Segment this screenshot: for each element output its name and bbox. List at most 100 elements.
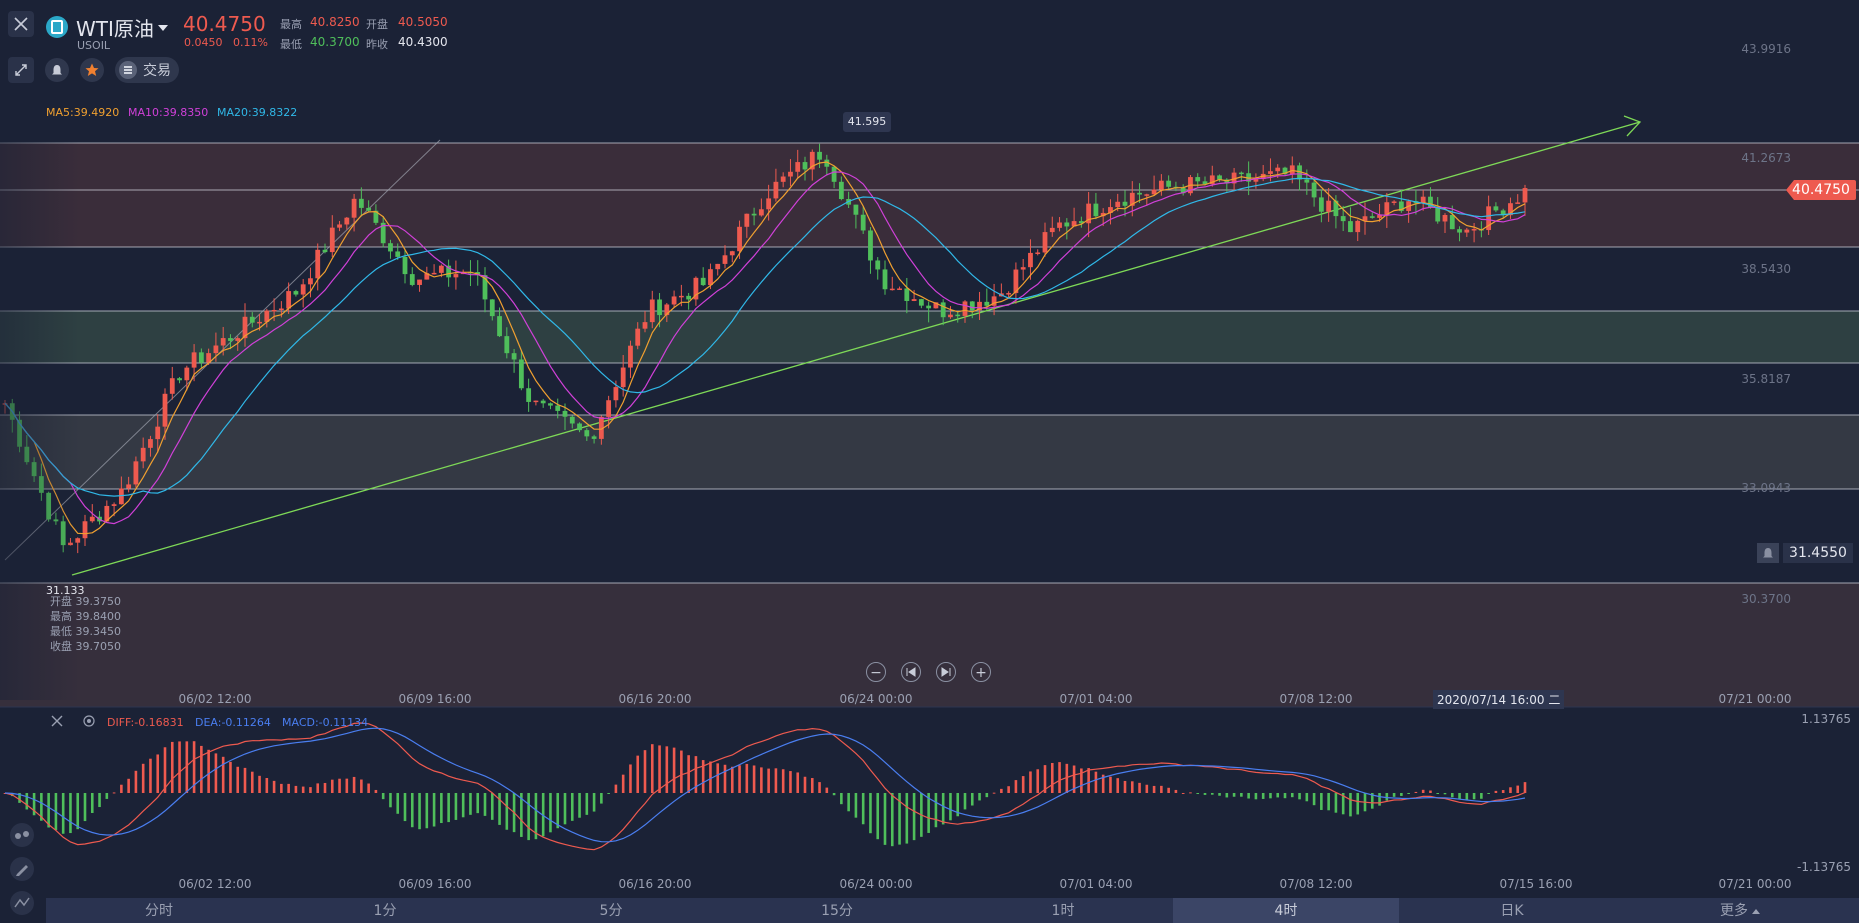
period-tab-timeshare[interactable]: 分时 — [145, 903, 173, 919]
macd-bar — [360, 779, 363, 793]
macd-bar — [956, 793, 960, 817]
chart-type-button[interactable] — [10, 891, 34, 915]
bell-icon — [52, 64, 62, 75]
time-axis-label: 06/24 00:00 — [839, 692, 913, 706]
candle-body — [1500, 210, 1506, 216]
macd-bar — [1247, 793, 1250, 799]
macd-bar — [1421, 789, 1425, 793]
candle-body — [380, 222, 386, 244]
prev-close-label: 昨收 — [366, 38, 388, 51]
macd-bar — [440, 793, 443, 824]
macd-bar — [25, 793, 29, 810]
macd-bar — [1225, 793, 1229, 798]
candle-body — [417, 279, 422, 285]
macd-bar — [752, 765, 756, 793]
macd-bar — [1494, 790, 1498, 793]
candle-body — [293, 291, 299, 295]
indicator-button[interactable] — [10, 823, 34, 847]
macd-bar — [890, 793, 894, 847]
candle-body — [344, 217, 350, 225]
ohlc-open: 开盘 39.3750 — [50, 595, 121, 608]
macd-bar — [803, 776, 807, 793]
candle-body — [1078, 221, 1084, 224]
high-mark: 41.595 — [843, 112, 891, 132]
macd-settings-button[interactable] — [82, 713, 96, 732]
macd-bar — [447, 793, 450, 823]
candle-body — [1224, 179, 1230, 184]
candle-body — [548, 403, 553, 406]
candle-body — [1020, 267, 1026, 270]
time-axis-label: 07/21 00:00 — [1718, 692, 1792, 706]
alert-bell-button[interactable] — [1757, 543, 1779, 563]
macd-close-button[interactable] — [50, 713, 64, 732]
macd-bar — [18, 793, 21, 803]
macd-bar — [1450, 793, 1454, 798]
alert-button[interactable] — [45, 58, 69, 82]
drawing-tool-button[interactable] — [8, 57, 34, 83]
pencil-icon — [16, 865, 28, 876]
candle-body — [889, 288, 895, 291]
more-button[interactable]: 更多 — [1690, 900, 1790, 922]
macd-bar — [243, 767, 247, 793]
scroll-start-button[interactable] — [901, 662, 921, 682]
macd-bar — [672, 747, 676, 793]
macd-bar — [665, 746, 669, 793]
zoom-in-button[interactable]: + — [971, 662, 991, 682]
macd-bar — [680, 750, 683, 793]
horizontal-levels[interactable] — [0, 142, 1859, 584]
time-axis-label: 06/09 16:00 — [398, 692, 472, 706]
period-tab-5m[interactable]: 5分 — [599, 903, 623, 919]
candle-body — [1311, 182, 1317, 198]
macd-bar — [76, 793, 80, 830]
macd-bar — [1269, 793, 1272, 799]
lower-zone — [0, 583, 1859, 707]
zoom-out-button[interactable]: − — [866, 662, 886, 682]
macd-bar — [461, 793, 465, 818]
candle-body — [802, 162, 808, 170]
candle-body — [235, 338, 241, 341]
candle-body — [1515, 202, 1521, 204]
alert-price-tag[interactable]: 31.4550 — [1783, 543, 1853, 563]
period-tab-daily[interactable]: 日K — [1500, 903, 1524, 919]
macd-bar — [1196, 793, 1200, 794]
ma5-line — [4, 161, 1526, 535]
macd-bar — [898, 793, 901, 845]
candle-body — [918, 299, 924, 306]
favorite-button[interactable] — [80, 58, 104, 82]
macd-bar — [156, 754, 160, 793]
macd-bar — [563, 793, 567, 825]
candle-body — [337, 224, 342, 228]
macd-bar — [178, 741, 181, 793]
candle-body — [606, 400, 612, 417]
candle-body — [489, 299, 495, 317]
macd-dea-legend: DEA:-0.11264 — [195, 716, 271, 729]
candle-body — [1129, 192, 1135, 206]
draw-button[interactable] — [10, 857, 34, 881]
scroll-end-button[interactable] — [936, 662, 956, 682]
skip-forward-icon — [941, 667, 951, 677]
period-tab-4h[interactable]: 4时 — [1274, 903, 1298, 919]
macd-histogram — [3, 741, 1527, 847]
gear-icon — [83, 715, 95, 727]
candle-body — [1420, 196, 1426, 204]
time-axis-label: 07/08 12:00 — [1279, 692, 1353, 706]
candle-body — [620, 367, 626, 388]
close-button[interactable] — [8, 11, 34, 37]
period-tab-1h[interactable]: 1时 — [1051, 903, 1075, 919]
period-tab-15m[interactable]: 15分 — [821, 903, 853, 919]
price-axis-label: 41.2673 — [1741, 151, 1791, 165]
macd-bar — [330, 779, 334, 793]
period-tab-1m[interactable]: 1分 — [373, 903, 397, 919]
macd-bar — [789, 771, 792, 793]
trend-line[interactable] — [71, 115, 1642, 576]
candle-body — [242, 316, 248, 339]
macd-bar — [847, 793, 850, 812]
symbol-selector[interactable]: WTI原油 — [76, 13, 168, 42]
trade-button[interactable]: 交易 — [115, 57, 179, 83]
symbol-name: WTI原油 — [76, 17, 154, 41]
macd-bar — [1218, 793, 1221, 796]
expand-arrows-icon — [15, 64, 27, 76]
macd-bar — [1509, 787, 1512, 793]
candle-body — [1297, 165, 1302, 180]
